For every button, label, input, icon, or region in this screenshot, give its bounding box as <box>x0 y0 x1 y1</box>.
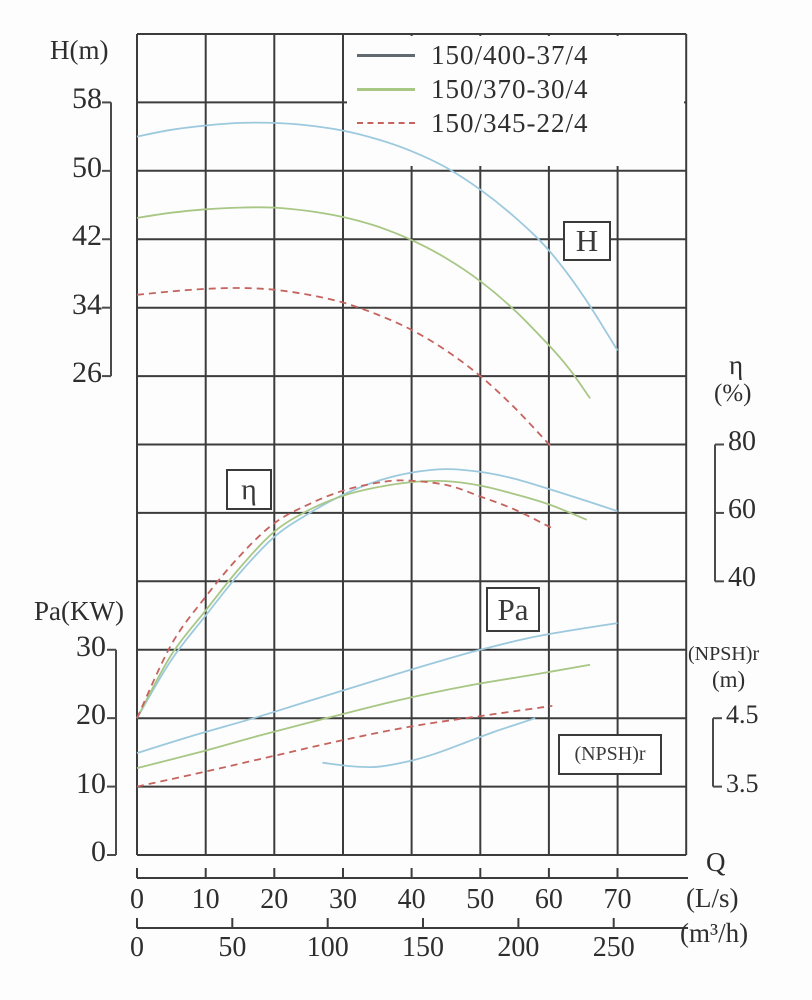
q-ls-tick-0: 0 <box>130 884 144 915</box>
q-m3h-tick-50: 50 <box>218 932 247 963</box>
curve-Pa <box>136 705 553 788</box>
legend-backdrop <box>347 36 684 166</box>
h-tick-34: 34 <box>72 287 102 321</box>
pa-tick-30: 30 <box>76 629 106 663</box>
legend-item-3: 150/345-22/4 <box>347 106 684 140</box>
curve-eta <box>136 479 553 719</box>
legend: 150/400-37/4 150/370-30/4 150/345-22/4 <box>347 38 684 140</box>
h-tick-58: 58 <box>72 82 102 116</box>
q-m3h-tick-200: 200 <box>497 932 540 963</box>
legend-line-dashed-red <box>357 122 415 124</box>
eta-axis-unit: (%) <box>714 380 752 407</box>
q-m3h-tick-250: 250 <box>592 932 635 963</box>
curve-label-H: H <box>563 221 611 261</box>
curve-H <box>136 121 619 351</box>
legend-label: 150/345-22/4 <box>431 107 589 138</box>
curve-Pa <box>136 663 591 769</box>
curve-eta <box>136 479 588 719</box>
q-ls-tick-10: 10 <box>191 884 220 915</box>
pa-axis-title: Pa(KW) <box>34 596 124 626</box>
q-m3h-tick-150: 150 <box>402 932 445 963</box>
eta-tick-80: 80 <box>728 425 756 457</box>
q-ls-tick-50: 50 <box>466 884 495 915</box>
legend-line-solid-gray <box>357 53 415 57</box>
h-tick-26: 26 <box>72 356 102 390</box>
curve-H <box>136 206 591 399</box>
q-ls-tick-60: 60 <box>534 884 563 915</box>
q-axis-title: Q <box>706 847 726 877</box>
q-axis-unit-m3h: (m³/h) <box>680 918 749 948</box>
q-m3h-tick-0: 0 <box>130 932 144 963</box>
q-ls-tick-30: 30 <box>328 884 357 915</box>
q-ls-tick-40: 40 <box>397 884 426 915</box>
q-axis-unit-ls: (L/s) <box>686 883 739 913</box>
eta-tick-60: 60 <box>728 493 756 525</box>
q-ls-tick-20: 20 <box>260 884 289 915</box>
h-tick-50: 50 <box>72 150 102 184</box>
curve-Pa <box>136 622 618 754</box>
npsh-axis-title: (NPSH)r <box>688 643 760 665</box>
curve-label-Pa: Pa <box>486 587 540 632</box>
legend-line-solid-green <box>357 87 415 91</box>
npsh-tick-4.5: 4.5 <box>726 700 759 730</box>
curve-eta <box>136 468 618 719</box>
h-tick-42: 42 <box>72 219 102 253</box>
eta-tick-40: 40 <box>728 562 756 594</box>
curve-H <box>136 287 553 449</box>
legend-item-2: 150/370-30/4 <box>347 72 684 106</box>
legend-label: 150/370-30/4 <box>431 73 589 104</box>
pa-tick-10: 10 <box>76 766 106 800</box>
curve-label-NPSH: (NPSH)r <box>558 734 662 775</box>
eta-axis-title: η <box>729 350 744 380</box>
npsh-tick-3.5: 3.5 <box>726 768 759 798</box>
legend-item-1: 150/400-37/4 <box>347 38 684 72</box>
legend-label: 150/400-37/4 <box>431 39 589 70</box>
curve-NPSH <box>322 717 536 769</box>
npsh-axis-unit: (m) <box>712 667 746 692</box>
h-axis-title: H(m) <box>50 35 109 65</box>
q-m3h-tick-100: 100 <box>306 932 349 963</box>
pa-tick-20: 20 <box>76 698 106 732</box>
q-ls-tick-70: 70 <box>603 884 632 915</box>
pa-tick-0: 0 <box>91 835 106 868</box>
curve-label-eta: η <box>226 469 272 510</box>
